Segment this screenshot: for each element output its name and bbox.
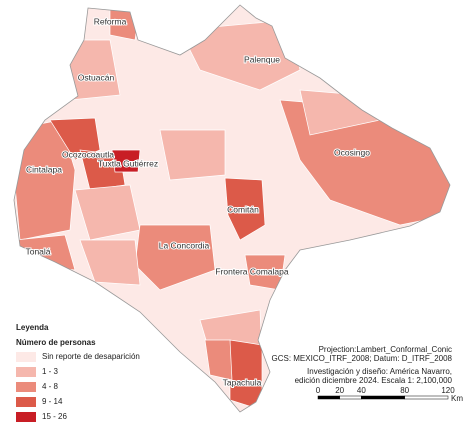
city-label: Ocosingo — [334, 147, 370, 157]
credit-line: Projection:Lambert_Conformal_Conic — [319, 345, 452, 354]
credit-line: edición diciembre 2024. Escala 1: 2,100,… — [295, 376, 453, 385]
legend-subtitle: Número de personas — [16, 338, 96, 347]
legend-swatch — [16, 382, 36, 392]
credit-line: GCS: MEXICO_ITRF_2008; Datum: D_ITRF_200… — [271, 354, 452, 363]
city-label: La Concordia — [159, 240, 210, 250]
legend-label: Sin reporte de desaparición — [42, 352, 140, 361]
region-comitan — [224, 177, 266, 241]
legend-label: 4 - 8 — [42, 382, 59, 391]
city-label: Ostuacán — [78, 72, 115, 82]
scale-segment — [361, 395, 405, 400]
legend-swatch — [16, 367, 36, 377]
legend-label: 15 - 26 — [42, 412, 67, 421]
legend-swatch — [16, 352, 36, 362]
city-label: Tonalá — [25, 246, 50, 256]
legend-label: 1 - 3 — [42, 367, 59, 376]
city-label: Tuxtla Gutiérrez — [98, 158, 158, 168]
scale-segment — [317, 395, 340, 400]
region-huixtla — [204, 339, 233, 381]
city-label: Cintalapa — [26, 164, 62, 174]
scale-segment — [404, 395, 449, 400]
credit-line: Investigación y diseño: América Navarro, — [307, 367, 452, 376]
city-label: Reforma — [94, 16, 127, 26]
scale-unit: Km — [451, 394, 463, 403]
scale-tick-label: 20 — [335, 386, 344, 395]
region-ocozocoautla — [49, 117, 101, 161]
scale-tick-label: 40 — [357, 386, 366, 395]
region-highlands — [159, 129, 226, 181]
legend-title: Leyenda — [16, 323, 49, 332]
scale-tick-label: 120 — [441, 386, 455, 395]
city-label: Ocozocoautla — [62, 149, 114, 159]
legend: Leyenda Número de personas Sin reporte de … — [16, 323, 140, 422]
city-label: Palenque — [244, 54, 280, 64]
scale-tick-label: 80 — [400, 386, 409, 395]
region-tuxtla — [111, 149, 141, 173]
legend-label: 9 - 14 — [42, 397, 63, 406]
region-pijijiapan — [79, 239, 141, 286]
scale-segment — [339, 395, 362, 400]
legend-swatch — [16, 412, 36, 422]
region-ostuacan — [59, 39, 121, 101]
city-label: Comitán — [227, 204, 259, 214]
legend-swatch — [16, 397, 36, 407]
state-outline — [13, 4, 451, 413]
city-labels: Reforma Palenque Ostuacán OcozocoautlaTuxtl… — [24, 15, 371, 388]
scale-tick-label: 0 — [316, 386, 321, 395]
city-label: Tapachula — [223, 377, 262, 387]
city-label: Frontera Comalapa — [215, 266, 289, 276]
